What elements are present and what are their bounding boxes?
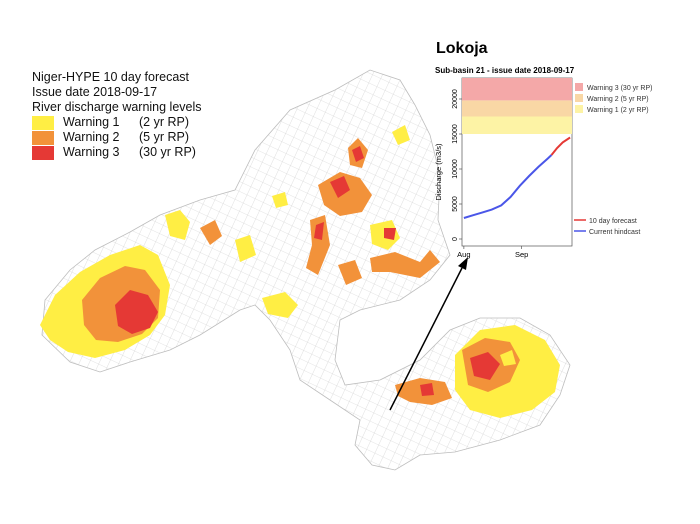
map-legend: Niger-HYPE 10 day forecast Issue date 20… [32, 70, 202, 160]
legend-swatch-warning3 [32, 145, 54, 160]
legend-swatch-band3 [575, 83, 583, 91]
legend-title-line2: Issue date 2018-09-17 [32, 85, 158, 99]
legend-item-warning2: Warning 2 (5 yr RP) [32, 130, 202, 145]
chart-subtitle: Sub-basin 21 - issue date 2018-09-17 [435, 66, 575, 75]
warning-band-1 [462, 116, 572, 134]
warning3-region-west [115, 290, 158, 334]
warning-band-3 [462, 78, 572, 101]
legend-band3: Warning 3 (30 yr RP) [587, 85, 652, 92]
y-tick-label: 10000 [452, 159, 459, 179]
x-tick-label: Aug [457, 250, 470, 259]
legend-hindcast: Current hindcast [589, 229, 640, 236]
warning3-region-southeast [470, 352, 500, 380]
legend-forecast: 10 day forecast [589, 218, 637, 225]
legend-title-line1: Niger-HYPE 10 day forecast [32, 70, 190, 84]
hindcast-line [463, 154, 553, 219]
legend-rp-warning1: (2 yr RP) [139, 115, 189, 129]
warning-band-2 [462, 100, 572, 117]
y-tick-label: 5000 [452, 196, 459, 212]
y-tick-label: 0 [452, 237, 459, 241]
arrow-to-inset [389, 267, 463, 411]
legend-swatch-warning2 [32, 130, 54, 145]
legend-title-line3: River discharge warning levels [32, 100, 202, 114]
legend-swatch-warning1 [32, 115, 54, 130]
legend-rp-warning3: (30 yr RP) [139, 145, 196, 159]
legend-label-warning1: Warning 1 [63, 115, 120, 129]
chart-ylabel: Discharge (m3/s) [434, 143, 443, 201]
legend-band1: Warning 1 (2 yr RP) [587, 107, 649, 114]
legend-rp-warning2: (5 yr RP) [139, 130, 189, 144]
legend-label-warning3: Warning 3 [63, 145, 120, 159]
inset-station-title: Lokoja [436, 40, 488, 57]
legend-item-warning1: Warning 1 (2 yr RP) [32, 115, 202, 130]
legend-swatch-band1 [575, 105, 583, 113]
forecast-line [550, 136, 571, 156]
legend-band2: Warning 2 (5 yr RP) [587, 96, 649, 103]
legend-swatch-band2 [575, 94, 583, 102]
x-tick-label: Sep [515, 250, 528, 259]
y-tick-label: 15000 [452, 124, 459, 144]
y-tick-label: 20000 [452, 89, 459, 109]
legend-item-warning3: Warning 3 (30 yr RP) [32, 145, 202, 160]
legend-label-warning2: Warning 2 [63, 130, 120, 144]
discharge-chart: Sub-basin 21 - issue date 2018-09-17 0 50… [434, 66, 652, 259]
